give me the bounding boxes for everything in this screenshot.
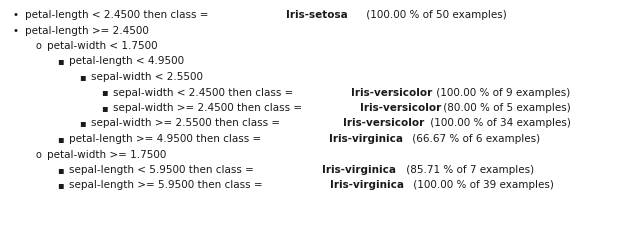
- Text: (100.00 % of 39 examples): (100.00 % of 39 examples): [410, 180, 554, 190]
- Text: petal-length < 4.9500: petal-length < 4.9500: [69, 57, 184, 67]
- Text: Iris-virginica: Iris-virginica: [330, 180, 404, 190]
- Text: (100.00 % of 34 examples): (100.00 % of 34 examples): [427, 118, 571, 128]
- Text: (85.71 % of 7 examples): (85.71 % of 7 examples): [403, 165, 534, 175]
- Text: ▪: ▪: [79, 118, 86, 128]
- Text: (100.00 % of 50 examples): (100.00 % of 50 examples): [364, 10, 508, 20]
- Text: ▪: ▪: [57, 165, 63, 175]
- Text: petal-length < 2.4500 then class =: petal-length < 2.4500 then class =: [25, 10, 212, 20]
- Text: sepal-width >= 2.5500 then class =: sepal-width >= 2.5500 then class =: [91, 118, 284, 128]
- Text: (100.00 % of 9 examples): (100.00 % of 9 examples): [433, 87, 571, 98]
- Text: ▪: ▪: [79, 72, 86, 82]
- Text: petal-width >= 1.7500: petal-width >= 1.7500: [47, 150, 166, 160]
- Text: sepal-width < 2.5500: sepal-width < 2.5500: [91, 72, 203, 82]
- Text: petal-length >= 2.4500: petal-length >= 2.4500: [25, 25, 149, 35]
- Text: sepal-length < 5.9500 then class =: sepal-length < 5.9500 then class =: [69, 165, 257, 175]
- Text: Iris-versicolor: Iris-versicolor: [343, 118, 424, 128]
- Text: sepal-length >= 5.9500 then class =: sepal-length >= 5.9500 then class =: [69, 180, 266, 190]
- Text: (66.67 % of 6 examples): (66.67 % of 6 examples): [409, 134, 540, 144]
- Text: Iris-virginica: Iris-virginica: [322, 165, 396, 175]
- Text: sepal-width < 2.4500 then class =: sepal-width < 2.4500 then class =: [113, 87, 296, 98]
- Text: Iris-virginica: Iris-virginica: [329, 134, 403, 144]
- Text: o: o: [35, 150, 41, 160]
- Text: sepal-width >= 2.4500 then class =: sepal-width >= 2.4500 then class =: [113, 103, 305, 113]
- Text: Iris-versicolor: Iris-versicolor: [360, 103, 441, 113]
- Text: •: •: [13, 25, 19, 35]
- Text: Iris-setosa: Iris-setosa: [286, 10, 348, 20]
- Text: o: o: [35, 41, 41, 51]
- Text: Iris-versicolor: Iris-versicolor: [351, 87, 433, 98]
- Text: ▪: ▪: [57, 180, 63, 190]
- Text: ▪: ▪: [57, 134, 63, 144]
- Text: ▪: ▪: [57, 57, 63, 67]
- Text: (80.00 % of 5 examples): (80.00 % of 5 examples): [440, 103, 571, 113]
- Text: petal-width < 1.7500: petal-width < 1.7500: [47, 41, 157, 51]
- Text: •: •: [13, 10, 19, 20]
- Text: petal-length >= 4.9500 then class =: petal-length >= 4.9500 then class =: [69, 134, 264, 144]
- Text: ▪: ▪: [101, 103, 108, 113]
- Text: ▪: ▪: [101, 87, 108, 98]
